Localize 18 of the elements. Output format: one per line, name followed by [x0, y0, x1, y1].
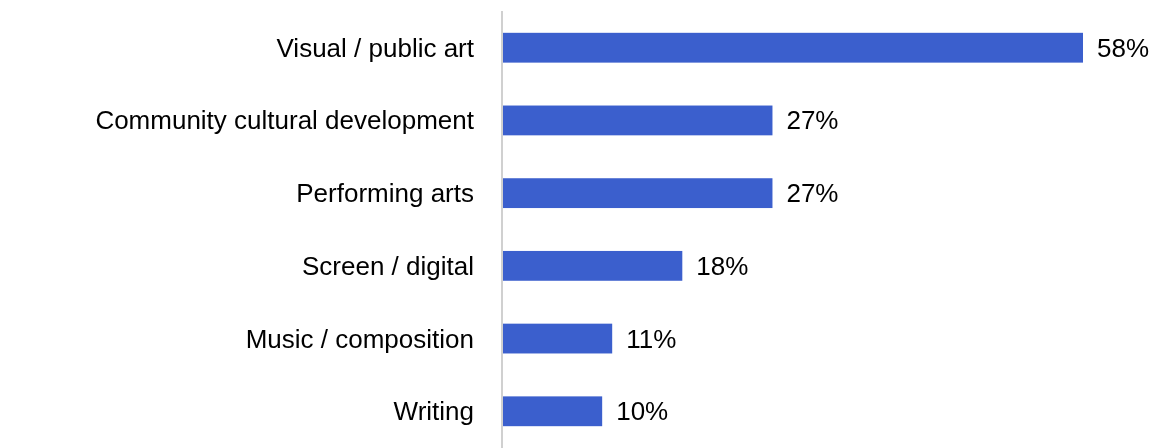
- y-tick-label: Visual / public art: [276, 32, 475, 63]
- data-label: 10%: [616, 396, 669, 427]
- bar: [502, 178, 773, 209]
- data-label: 58%: [1097, 32, 1150, 63]
- data-label: 18%: [696, 250, 749, 281]
- data-label: 27%: [786, 105, 839, 136]
- data-label: 27%: [786, 178, 839, 209]
- y-tick-label: Community cultural development: [95, 105, 475, 136]
- bar: [502, 105, 773, 136]
- data-label: 11%: [626, 323, 677, 354]
- y-tick-label: Performing arts: [296, 178, 474, 209]
- bar: [502, 32, 1083, 63]
- y-tick-label: Screen / digital: [302, 250, 474, 281]
- bar: [502, 323, 613, 354]
- y-tick-label: Music / composition: [245, 323, 474, 354]
- y-tick-label: Writing: [393, 396, 474, 427]
- bar: [502, 396, 603, 427]
- bar: [502, 250, 683, 281]
